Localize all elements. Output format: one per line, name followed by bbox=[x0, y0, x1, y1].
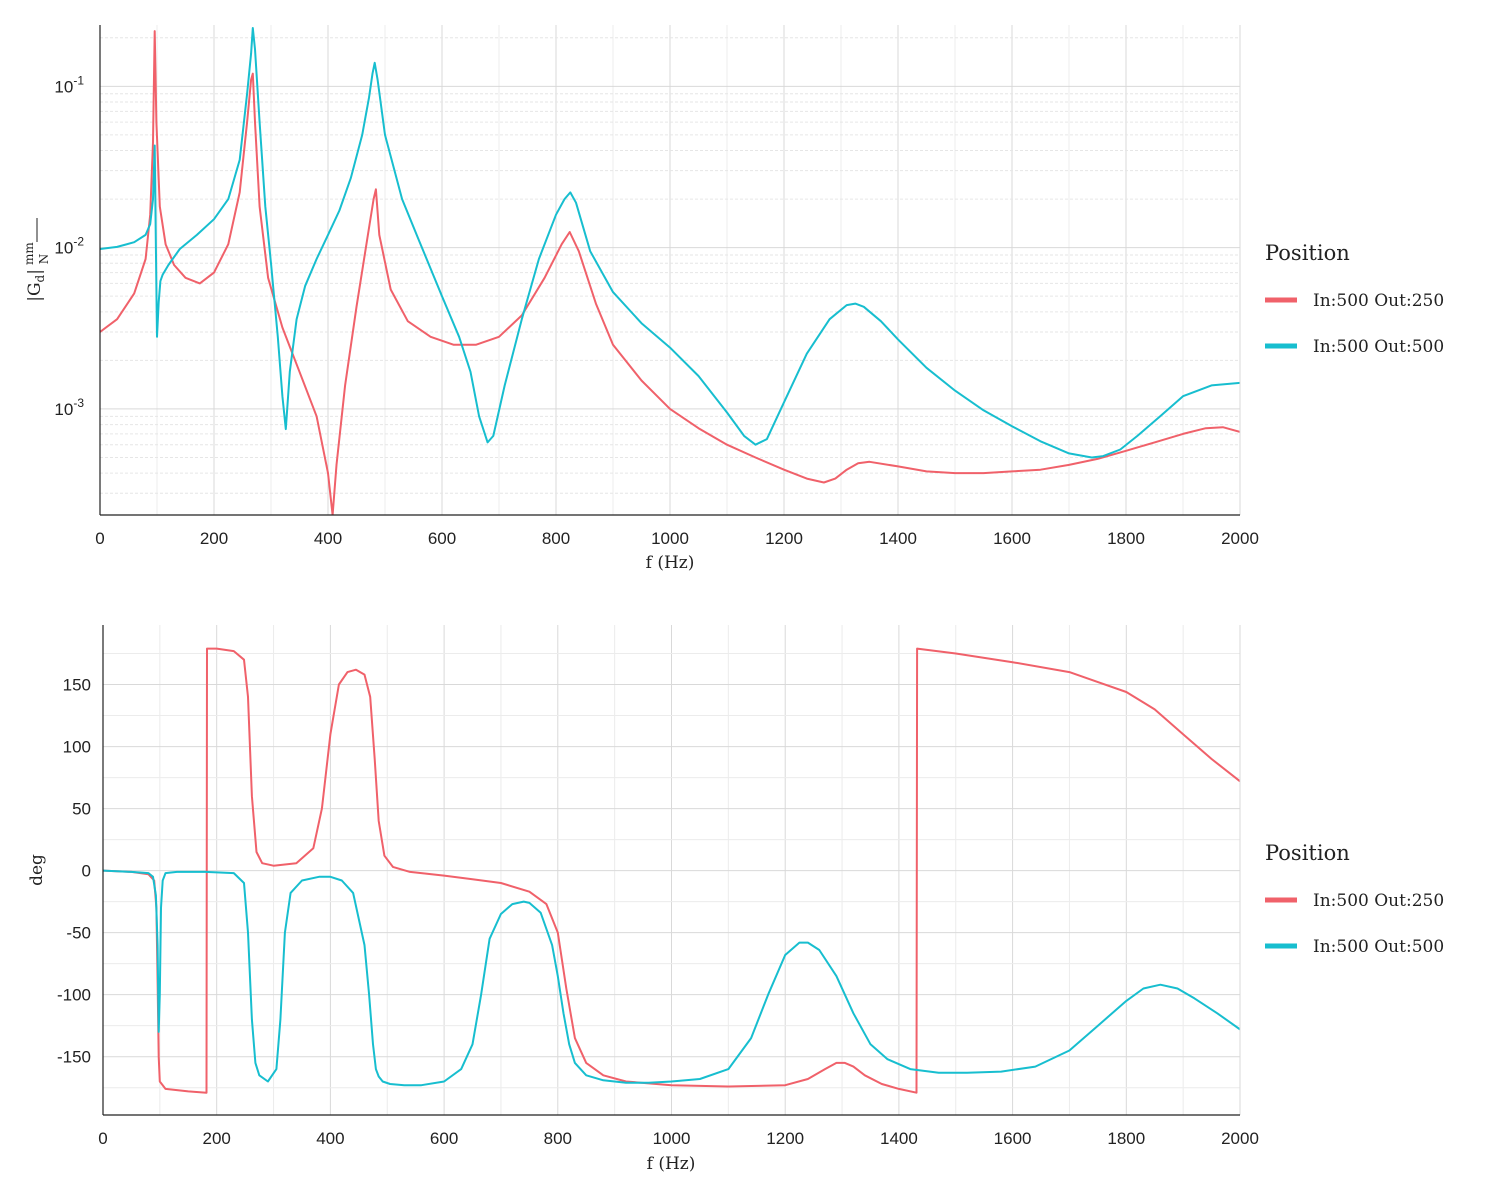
y-tick-label: 10-2 bbox=[54, 235, 84, 258]
ylabel-den: N bbox=[37, 254, 51, 265]
y-tick-label: 50 bbox=[72, 800, 91, 819]
y-tick-label: 150 bbox=[63, 676, 91, 695]
phase-axes bbox=[102, 625, 1241, 1116]
magnitude-x-axis-label: f (Hz) bbox=[646, 553, 695, 573]
phase-legend-entry-0: In:500 Out:250 bbox=[1313, 891, 1444, 911]
phase-y-ticks: -150 -100 -50 0 50 100 150 bbox=[57, 676, 91, 1067]
magnitude-x-ticks: 0 200 400 600 800 1000 1200 1400 1600 1800 2000 bbox=[95, 529, 1259, 548]
x-tick-label: 800 bbox=[542, 529, 570, 548]
x-tick-label: 1000 bbox=[651, 529, 689, 548]
series-line-1 bbox=[103, 869, 1240, 1087]
series-line-0 bbox=[100, 30, 1240, 515]
ylabel-bar: | bbox=[25, 269, 45, 275]
x-tick-label: 1200 bbox=[765, 529, 803, 548]
magnitude-legend-entry-0: In:500 Out:250 bbox=[1313, 291, 1444, 311]
ylabel-sub: d bbox=[33, 274, 47, 282]
phase-grid bbox=[103, 625, 1241, 1115]
y-tick-label: -50 bbox=[66, 924, 91, 943]
x-tick-label: 200 bbox=[203, 1129, 231, 1148]
x-tick-label: 1000 bbox=[653, 1129, 691, 1148]
magnitude-panel: 0 200 400 600 800 1000 1200 1400 1600 1800 2000 10… bbox=[22, 25, 1444, 573]
x-tick-label: 1800 bbox=[1107, 1129, 1145, 1148]
phase-x-axis-label: f (Hz) bbox=[647, 1154, 696, 1174]
phase-series bbox=[103, 647, 1240, 1094]
ylabel-num: mm bbox=[22, 242, 36, 265]
y-tick-label: -150 bbox=[57, 1048, 91, 1067]
y-tick-label: 10-1 bbox=[54, 73, 84, 96]
y-tick-label: 0 bbox=[82, 862, 91, 881]
magnitude-legend-entry-1: In:500 Out:500 bbox=[1313, 337, 1444, 357]
phase-legend: Position In:500 Out:250 In:500 Out:500 bbox=[1265, 841, 1444, 957]
x-tick-label: 200 bbox=[200, 529, 228, 548]
phase-panel: 0 200 400 600 800 1000 1200 1400 1600 1800 2000 -1… bbox=[27, 625, 1444, 1174]
series-line-1 bbox=[100, 27, 1240, 459]
x-tick-label: 600 bbox=[428, 529, 456, 548]
x-tick-label: 1400 bbox=[879, 529, 917, 548]
y-tick-label: 10-3 bbox=[54, 396, 84, 419]
magnitude-series bbox=[100, 27, 1240, 515]
magnitude-legend: Position In:500 Out:250 In:500 Out:500 bbox=[1265, 241, 1444, 357]
x-tick-label: 1800 bbox=[1107, 529, 1145, 548]
y-tick-label: 100 bbox=[63, 738, 91, 757]
phase-legend-title: Position bbox=[1265, 841, 1350, 865]
x-tick-label: 400 bbox=[314, 529, 342, 548]
magnitude-y-axis-label: |Gd| mmN bbox=[22, 218, 51, 302]
magnitude-axes bbox=[99, 25, 1241, 516]
x-tick-label: 800 bbox=[544, 1129, 572, 1148]
ylabel-main: |G bbox=[25, 282, 45, 301]
x-tick-label: 0 bbox=[98, 1129, 107, 1148]
x-tick-label: 1600 bbox=[994, 1129, 1032, 1148]
phase-y-axis-label: deg bbox=[27, 854, 47, 886]
series-line-0 bbox=[103, 647, 1240, 1094]
x-tick-label: 1400 bbox=[880, 1129, 918, 1148]
x-tick-label: 2000 bbox=[1221, 1129, 1259, 1148]
x-tick-label: 1600 bbox=[993, 529, 1031, 548]
magnitude-grid bbox=[100, 25, 1241, 515]
magnitude-y-ticks: 10-3 10-2 10-1 bbox=[54, 73, 84, 419]
phase-legend-entry-1: In:500 Out:500 bbox=[1313, 937, 1444, 957]
x-tick-label: 2000 bbox=[1221, 529, 1259, 548]
x-tick-label: 1200 bbox=[766, 1129, 804, 1148]
y-tick-label: -100 bbox=[57, 986, 91, 1005]
magnitude-legend-title: Position bbox=[1265, 241, 1350, 265]
svg-text:|Gd|mmN: |Gd| mmN bbox=[22, 242, 51, 302]
x-tick-label: 0 bbox=[95, 529, 104, 548]
x-tick-label: 600 bbox=[430, 1129, 458, 1148]
phase-x-ticks: 0 200 400 600 800 1000 1200 1400 1600 1800 2000 bbox=[98, 1129, 1259, 1148]
x-tick-label: 400 bbox=[316, 1129, 344, 1148]
